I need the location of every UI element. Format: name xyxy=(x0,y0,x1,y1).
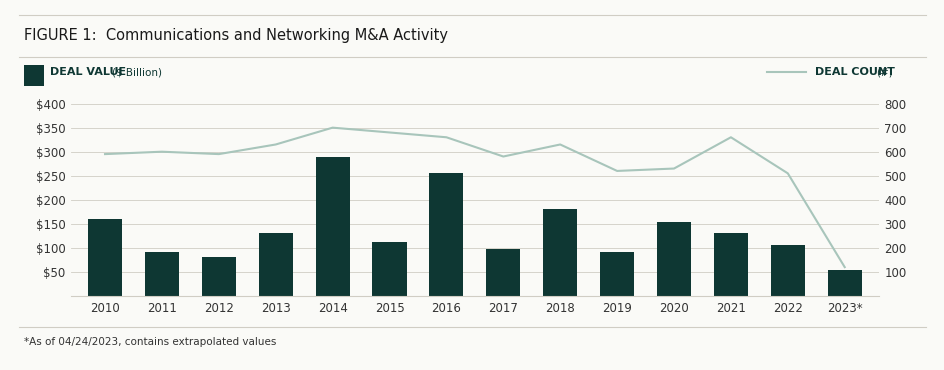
Text: DEAL VALUE: DEAL VALUE xyxy=(50,67,126,77)
Bar xyxy=(713,233,748,296)
Text: DEAL COUNT: DEAL COUNT xyxy=(814,67,894,77)
Text: ($ Billion): ($ Billion) xyxy=(111,67,161,77)
Text: (#): (#) xyxy=(875,67,892,77)
Bar xyxy=(259,232,293,296)
Bar xyxy=(315,157,349,296)
Bar xyxy=(372,242,406,296)
Bar xyxy=(770,245,804,296)
Bar xyxy=(144,252,178,296)
Bar xyxy=(429,173,463,296)
Bar xyxy=(486,249,520,296)
Bar xyxy=(656,222,690,296)
Text: *As of 04/24/2023, contains extrapolated values: *As of 04/24/2023, contains extrapolated… xyxy=(24,337,276,347)
Bar xyxy=(543,209,577,296)
Bar xyxy=(88,219,122,296)
Bar xyxy=(599,252,633,296)
Bar xyxy=(827,269,861,296)
Text: FIGURE 1:  Communications and Networking M&A Activity: FIGURE 1: Communications and Networking … xyxy=(24,28,447,43)
Bar xyxy=(201,256,236,296)
